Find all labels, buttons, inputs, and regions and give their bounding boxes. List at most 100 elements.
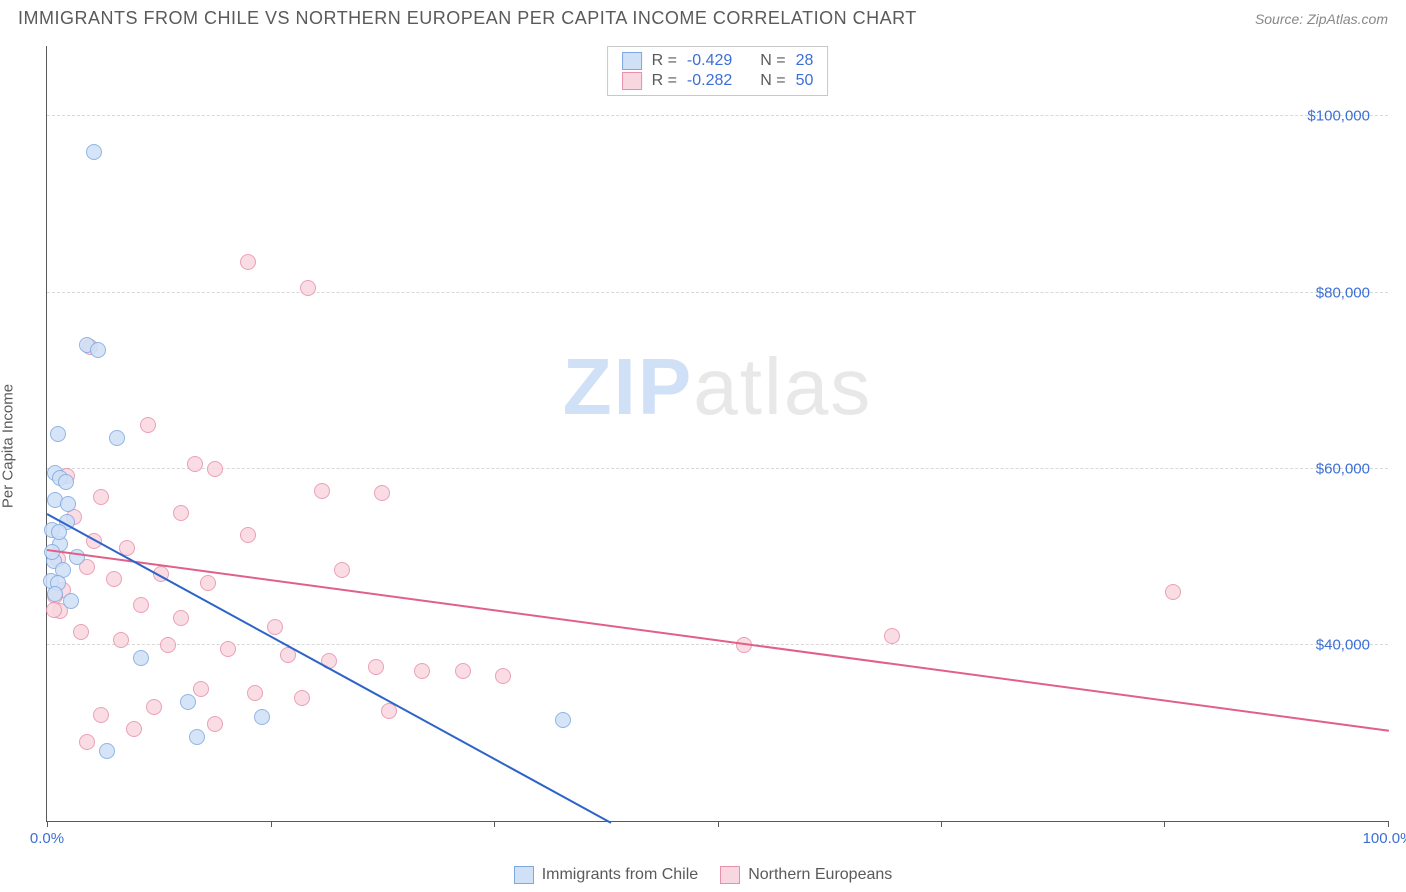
series-legend: Immigrants from Chile Northern Europeans [0,866,1406,884]
n-label: N = [760,72,785,90]
title-bar: IMMIGRANTS FROM CHILE VS NORTHERN EUROPE… [0,0,1406,33]
data-point [173,505,189,521]
n-value: 28 [796,52,814,70]
data-point [180,694,196,710]
xtick [941,821,942,827]
ytick-label: $40,000 [1316,636,1370,653]
source-name: ZipAtlas.com [1307,11,1388,27]
data-point [334,562,350,578]
xaxis-label-left: 0.0% [30,830,64,847]
chart-area: Per Capita Income ZIPatlas R = -0.429 N … [18,46,1388,846]
legend-label: Northern Europeans [748,866,892,884]
data-point [374,485,390,501]
data-point [90,342,106,358]
data-point [207,716,223,732]
swatch-icon [720,866,740,884]
data-point [79,734,95,750]
data-point [314,483,330,499]
data-point [133,650,149,666]
xaxis-label-right: 100.0% [1363,830,1406,847]
r-value: -0.282 [687,72,732,90]
plot-region: ZIPatlas R = -0.429 N = 28 R = -0.282 N … [46,46,1388,822]
chart-title: IMMIGRANTS FROM CHILE VS NORTHERN EUROPE… [18,8,917,29]
data-point [51,524,67,540]
data-point [113,632,129,648]
data-point [414,663,430,679]
data-point [294,690,310,706]
data-point [189,729,205,745]
data-point [106,571,122,587]
data-point [254,709,270,725]
trend-line [47,549,1389,732]
data-point [200,575,216,591]
watermark: ZIPatlas [563,341,872,433]
data-point [58,474,74,490]
data-point [133,597,149,613]
stats-row-0: R = -0.429 N = 28 [622,51,814,71]
r-label: R = [652,72,677,90]
data-point [207,461,223,477]
data-point [193,681,209,697]
data-point [240,254,256,270]
data-point [86,144,102,160]
source-label: Source: [1255,11,1303,27]
trend-line [47,513,612,823]
data-point [47,586,63,602]
legend-label: Immigrants from Chile [542,866,698,884]
xtick [271,821,272,827]
data-point [93,489,109,505]
data-point [63,593,79,609]
gridline [47,644,1388,645]
data-point [884,628,900,644]
swatch-icon [622,52,642,70]
data-point [160,637,176,653]
data-point [126,721,142,737]
watermark-prefix: ZIP [563,342,693,431]
xtick [47,821,48,827]
r-value: -0.429 [687,52,732,70]
data-point [173,610,189,626]
data-point [69,549,85,565]
data-point [99,743,115,759]
data-point [368,659,384,675]
data-point [146,699,162,715]
data-point [555,712,571,728]
data-point [240,527,256,543]
data-point [247,685,263,701]
y-axis-label: Per Capita Income [0,384,17,508]
n-value: 50 [796,72,814,90]
gridline [47,115,1388,116]
legend-item-0: Immigrants from Chile [514,866,698,884]
source-attribution: Source: ZipAtlas.com [1255,11,1388,27]
xtick [718,821,719,827]
data-point [46,602,62,618]
data-point [50,426,66,442]
data-point [220,641,236,657]
data-point [109,430,125,446]
legend-item-1: Northern Europeans [720,866,892,884]
data-point [140,417,156,433]
gridline [47,292,1388,293]
ytick-label: $60,000 [1316,460,1370,477]
ytick-label: $100,000 [1307,108,1370,125]
stats-legend: R = -0.429 N = 28 R = -0.282 N = 50 [607,46,829,96]
data-point [1165,584,1181,600]
xtick [1164,821,1165,827]
gridline [47,468,1388,469]
data-point [93,707,109,723]
data-point [267,619,283,635]
n-label: N = [760,52,785,70]
data-point [300,280,316,296]
watermark-suffix: atlas [693,342,872,431]
data-point [495,668,511,684]
swatch-icon [514,866,534,884]
data-point [187,456,203,472]
data-point [73,624,89,640]
xtick [1388,821,1389,827]
data-point [60,496,76,512]
xtick [494,821,495,827]
data-point [455,663,471,679]
stats-row-1: R = -0.282 N = 50 [622,71,814,91]
r-label: R = [652,52,677,70]
swatch-icon [622,72,642,90]
